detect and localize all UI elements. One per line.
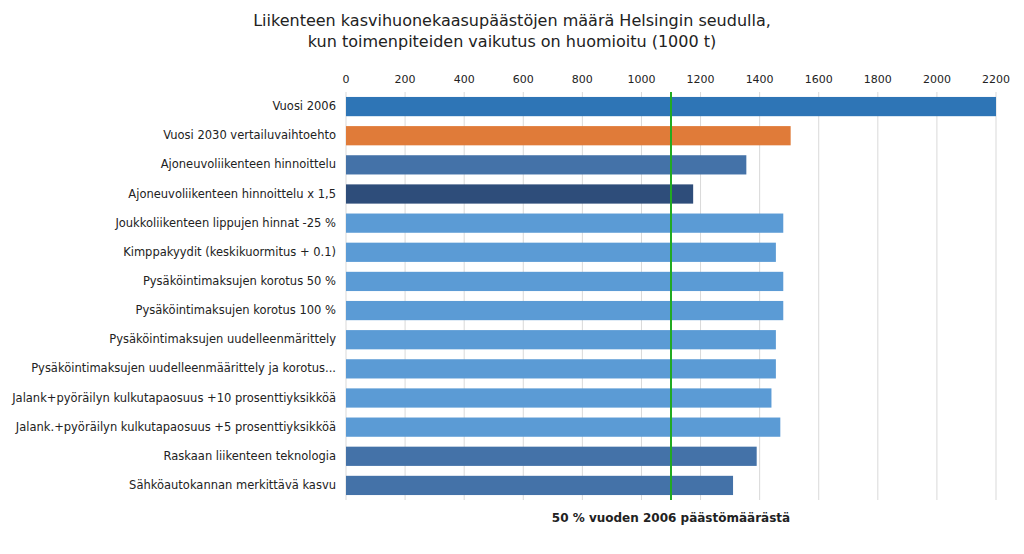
tick-label: 1600 [805, 73, 833, 86]
bar [346, 447, 757, 466]
reference-line [670, 92, 672, 500]
grid-line [996, 92, 997, 500]
tick-label: 800 [572, 73, 593, 86]
grid-line [464, 92, 465, 500]
tick-label: 1000 [627, 73, 655, 86]
category-label: Vuosi 2030 vertailuvaihtoehto [163, 128, 336, 142]
bar [346, 243, 776, 262]
tick-label: 400 [454, 73, 475, 86]
category-label: Kimppakyydit (keskikuormitus + 0.1) [123, 245, 336, 259]
tick-label: 2200 [982, 73, 1010, 86]
tick-label: 0 [343, 73, 350, 86]
bar [346, 155, 746, 174]
category-label: Vuosi 2006 [272, 99, 336, 113]
bar [346, 330, 776, 349]
bar [346, 126, 791, 145]
grid-line [877, 92, 878, 500]
grid-line [936, 92, 937, 500]
grid-line [759, 92, 760, 500]
tick-label: 1400 [746, 73, 774, 86]
grid-line [641, 92, 642, 500]
bar [346, 476, 733, 495]
bar [346, 388, 771, 407]
bar [346, 301, 783, 320]
category-label: Jalank.+pyöräilyn kulkutapaosuus +5 pros… [15, 420, 336, 434]
grid-line [818, 92, 819, 500]
category-label: Pysäköintimaksujen korotus 50 % [143, 274, 336, 288]
bar [346, 184, 693, 203]
grid-line [523, 92, 524, 500]
tick-label: 200 [395, 73, 416, 86]
title: Liikenteen kasvihuonekaasupäästöjen määr… [253, 11, 771, 51]
category-label: Pysäköintimaksujen korotus 100 % [136, 303, 337, 317]
category-label: Sähköautokannan merkittävä kasvu [129, 478, 336, 492]
grid-line [405, 92, 406, 500]
bar [346, 418, 780, 437]
tick-label: 2000 [923, 73, 951, 86]
chart: Liikenteen kasvihuonekaasupäästöjen määr… [0, 0, 1024, 554]
category-label: Joukkoliikenteen lippujen hinnat -25 % [114, 216, 336, 230]
category-label: Jalank+pyöräilyn kulkutapaosuus +10 pros… [11, 391, 336, 405]
grid-line [346, 92, 347, 500]
category-label: Ajoneuvoliikenteen hinnoittelu [161, 157, 336, 171]
tick-label: 1200 [687, 73, 715, 86]
bar [346, 214, 783, 233]
reference-label: 50 % vuoden 2006 päästömäärästä [552, 511, 790, 525]
category-label: Pysäköintimaksujen uudelleenmärittely [109, 332, 336, 346]
category-label: Pysäköintimaksujen uudelleenmäärittely j… [31, 361, 336, 375]
bar [346, 272, 783, 291]
grid [346, 92, 996, 500]
tick-label: 1800 [864, 73, 892, 86]
grid-line [700, 92, 701, 500]
grid-line [582, 92, 583, 500]
bar [346, 359, 776, 378]
category-label: Ajoneuvoliikenteen hinnoittelu x 1,5 [128, 187, 336, 201]
category-label: Raskaan liikenteen teknologia [164, 449, 336, 463]
tick-label: 600 [513, 73, 534, 86]
